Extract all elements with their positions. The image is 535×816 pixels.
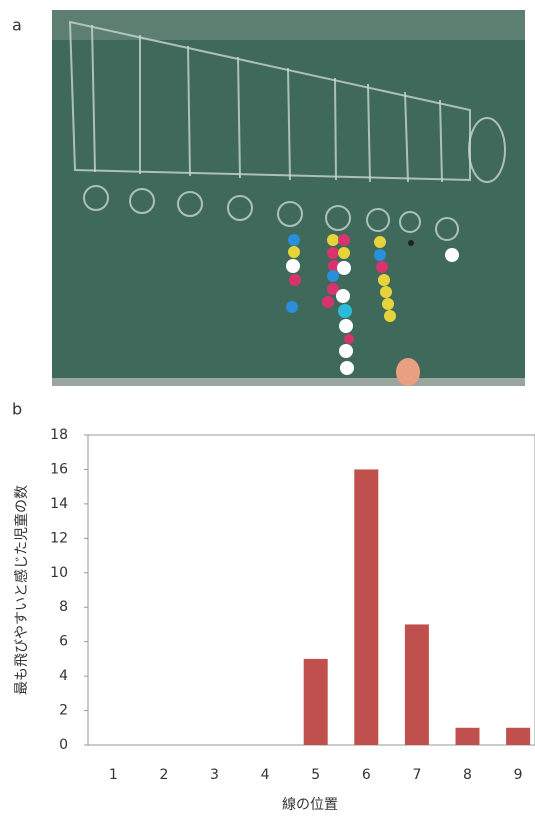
x-tick-label: 6: [362, 767, 371, 783]
y-tick-label: 12: [50, 530, 68, 546]
x-tick-label: 8: [463, 767, 472, 783]
y-tick-label: 16: [50, 461, 68, 477]
x-tick-label: 5: [311, 767, 320, 783]
photo: [52, 10, 525, 386]
bar: [405, 624, 429, 745]
y-tick-label: 6: [59, 634, 68, 650]
y-tick-label: 4: [59, 668, 68, 684]
figure: a b: [0, 0, 535, 816]
bar: [456, 728, 480, 745]
x-tick-label: 7: [412, 767, 421, 783]
y-tick-label: 14: [50, 496, 68, 512]
panel-label: b: [12, 400, 22, 419]
x-tick-label: 9: [514, 767, 523, 783]
panel-label: a: [12, 16, 22, 35]
x-tick-label: 4: [261, 767, 270, 783]
x-axis-label: 線の位置: [282, 797, 338, 813]
y-tick-label: 10: [50, 565, 68, 581]
y-axis-label: 最も飛びやすいと感じた児童の数: [13, 485, 30, 695]
x-tick-label: 2: [159, 767, 168, 783]
bar: [506, 728, 530, 745]
x-tick-label: 3: [210, 767, 219, 783]
y-tick-label: 8: [59, 599, 68, 615]
y-tick-label: 18: [50, 427, 68, 443]
bar: [354, 469, 378, 745]
y-tick-label: 2: [59, 703, 68, 719]
bar: [304, 659, 328, 745]
x-tick-label: 1: [109, 767, 118, 783]
y-tick-label: 0: [59, 737, 68, 753]
